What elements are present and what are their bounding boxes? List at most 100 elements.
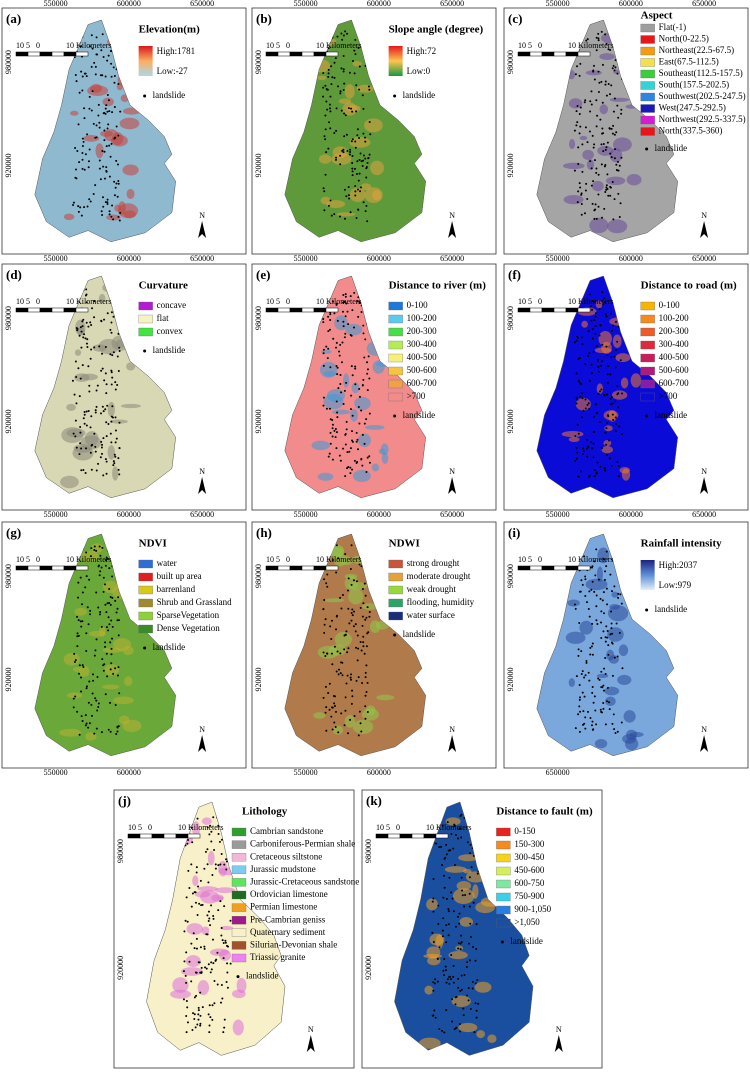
landslide-point bbox=[595, 345, 598, 348]
landslide-point bbox=[576, 105, 579, 108]
map-feature bbox=[220, 925, 234, 931]
landslide-point bbox=[604, 657, 607, 660]
legend-swatch bbox=[388, 327, 403, 337]
landslide-point bbox=[342, 447, 345, 450]
landslide-point bbox=[327, 347, 330, 350]
landslide-point bbox=[80, 330, 83, 333]
landslide-point bbox=[110, 619, 113, 622]
legend-label: water surface bbox=[407, 610, 455, 620]
landslide-point bbox=[591, 300, 594, 303]
landslide-point bbox=[585, 182, 588, 185]
legend-title: Distance to road (m) bbox=[641, 280, 737, 292]
scale-label: 5 bbox=[26, 555, 30, 564]
landslide-point bbox=[197, 885, 200, 888]
landslide-point bbox=[462, 1014, 465, 1017]
landslide-point bbox=[620, 721, 623, 724]
landslide-point bbox=[463, 905, 466, 908]
map-feature bbox=[201, 817, 212, 825]
landslide-point bbox=[326, 585, 329, 588]
landslide-point bbox=[607, 48, 610, 51]
landslide-point bbox=[340, 661, 343, 664]
landslide-point bbox=[85, 649, 88, 652]
landslide-point bbox=[77, 205, 80, 208]
legend-swatch bbox=[138, 559, 153, 569]
legend-point bbox=[645, 414, 649, 418]
landslide-point bbox=[590, 645, 593, 648]
map-feature bbox=[106, 214, 121, 221]
landslide-point bbox=[327, 72, 330, 75]
landslide-point bbox=[583, 212, 586, 215]
legend-swatch bbox=[388, 314, 403, 324]
scale-label: 10 bbox=[16, 41, 24, 50]
landslide-point bbox=[468, 959, 471, 962]
scale-label: 10 Kilometers bbox=[568, 297, 614, 306]
scale-label: 10 Kilometers bbox=[316, 41, 362, 50]
landslide-point bbox=[358, 422, 361, 425]
landslide-point bbox=[103, 379, 106, 382]
landslide-point bbox=[357, 208, 360, 211]
map-feature bbox=[332, 725, 344, 735]
landslide-point bbox=[199, 1014, 202, 1017]
landslide-point bbox=[80, 214, 83, 217]
landslide-point bbox=[323, 578, 326, 581]
landslide-point bbox=[335, 400, 338, 403]
landslide-point bbox=[575, 446, 578, 449]
landslide-point bbox=[93, 432, 96, 435]
landslide-point bbox=[450, 954, 453, 957]
landslide-point bbox=[346, 674, 349, 677]
legend-label: 100-200 bbox=[407, 313, 437, 323]
landslide-point bbox=[601, 343, 604, 346]
y-tick-label: 980000 bbox=[506, 50, 515, 74]
map-feature bbox=[104, 664, 119, 676]
landslide-point bbox=[355, 646, 358, 649]
landslide-point bbox=[110, 311, 113, 314]
landslide-point bbox=[458, 912, 461, 915]
landslide-point bbox=[447, 934, 450, 937]
landslide-point bbox=[343, 217, 346, 220]
landslide-point bbox=[77, 367, 80, 370]
landslide-point bbox=[193, 1013, 196, 1016]
landslide-point bbox=[609, 633, 612, 636]
landslide-point bbox=[104, 112, 107, 115]
landslide-point bbox=[588, 351, 591, 354]
landslide-point bbox=[106, 110, 109, 113]
landslide-point bbox=[79, 377, 82, 380]
landslide-point bbox=[469, 1008, 472, 1011]
landslide-point bbox=[359, 190, 362, 193]
landslide-point bbox=[584, 594, 587, 597]
map-feature bbox=[605, 176, 626, 186]
landslide-point bbox=[348, 622, 351, 625]
landslide-point bbox=[581, 170, 584, 173]
landslide-point bbox=[114, 381, 117, 384]
landslide-point bbox=[365, 664, 368, 667]
landslide-point bbox=[361, 681, 364, 684]
legend-swatch bbox=[640, 366, 655, 376]
landslide-point bbox=[103, 177, 106, 180]
landslide-point bbox=[355, 216, 358, 219]
scale-label: 5 bbox=[276, 555, 280, 564]
landslide-point bbox=[85, 722, 88, 725]
north-label: N bbox=[701, 211, 707, 220]
landslide-point bbox=[117, 596, 120, 599]
landslide-point bbox=[585, 661, 588, 664]
landslide-point bbox=[342, 293, 345, 296]
landslide-point bbox=[207, 963, 210, 966]
landslide-point bbox=[363, 652, 366, 655]
landslide-point bbox=[333, 61, 336, 64]
landslide-point bbox=[333, 645, 336, 648]
landslide-point bbox=[79, 431, 82, 434]
scale-bar bbox=[139, 833, 153, 839]
landslide-point bbox=[368, 377, 371, 380]
scale-bar bbox=[553, 51, 567, 57]
landslide-point bbox=[357, 46, 360, 49]
landslide-point bbox=[346, 149, 349, 152]
landslide-point bbox=[108, 175, 111, 178]
scale-bar bbox=[265, 565, 279, 571]
landslide-point bbox=[216, 951, 219, 954]
landslide-point bbox=[322, 696, 325, 699]
landslide-point bbox=[342, 54, 345, 57]
landslide-point bbox=[87, 410, 90, 413]
landslide-point bbox=[341, 38, 344, 41]
map-panel: (e)Distance to river (m)0-100100-200200-… bbox=[251, 263, 497, 519]
landslide-point bbox=[597, 205, 600, 208]
